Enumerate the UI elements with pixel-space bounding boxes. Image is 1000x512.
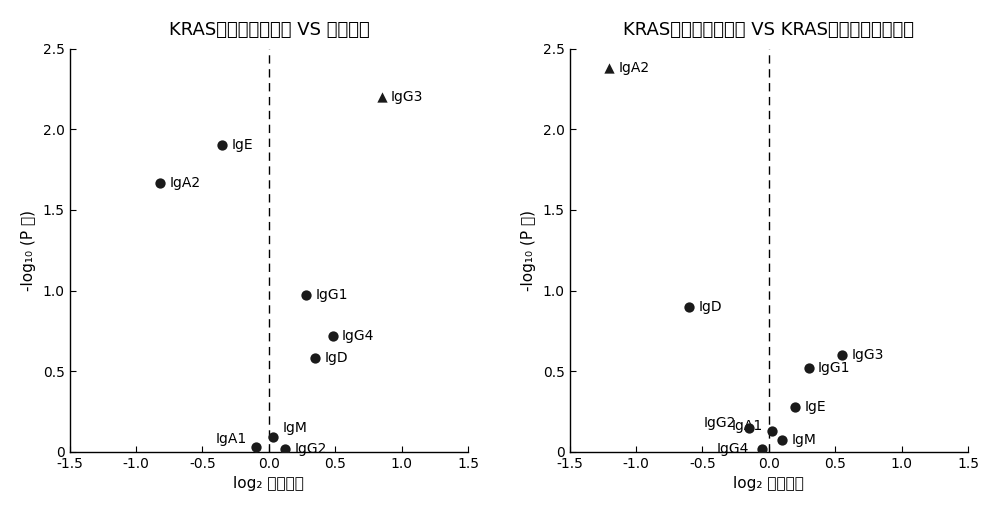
Point (325, 332, 341, 340)
Text: IgE: IgE (805, 399, 826, 414)
Text: IgG2: IgG2 (294, 441, 327, 456)
Title: KRAS突变结直肠癌组 VS KRAS野生型结直肠癌组: KRAS突变结直肠癌组 VS KRAS野生型结直肠癌组 (623, 21, 914, 39)
Point (374, 93, 390, 101)
Y-axis label: -log₁₀ (P 值): -log₁₀ (P 值) (21, 210, 36, 291)
Text: IgA2: IgA2 (619, 61, 650, 75)
Text: IgA1: IgA1 (216, 432, 247, 446)
Point (801, 364, 817, 372)
X-axis label: log₂ 倍数变化: log₂ 倍数变化 (733, 476, 804, 491)
Point (681, 303, 697, 311)
Point (741, 423, 757, 432)
Text: IgE: IgE (232, 138, 253, 153)
Text: IgG1: IgG1 (818, 361, 851, 375)
Text: IgD: IgD (325, 351, 348, 365)
Point (265, 433, 281, 441)
Text: IgD: IgD (698, 300, 722, 314)
Point (248, 443, 264, 451)
Text: IgA1: IgA1 (732, 419, 763, 433)
Text: IgG2: IgG2 (704, 416, 736, 430)
Point (764, 426, 780, 435)
Text: IgG1: IgG1 (315, 288, 348, 303)
Point (834, 351, 850, 359)
Point (298, 291, 314, 300)
Text: IgG3: IgG3 (851, 348, 884, 362)
Point (214, 141, 230, 150)
Y-axis label: -log₁₀ (P 值): -log₁₀ (P 值) (521, 210, 536, 291)
Text: IgG4: IgG4 (342, 329, 374, 343)
Title: KRAS突变结直肠癌组 VS 健康人组: KRAS突变结直肠癌组 VS 健康人组 (169, 21, 369, 39)
Point (277, 444, 293, 453)
Text: IgG3: IgG3 (391, 90, 423, 104)
Point (754, 444, 770, 453)
Point (601, 64, 617, 72)
X-axis label: log₂ 倍数变化: log₂ 倍数变化 (233, 476, 304, 491)
Text: IgM: IgM (282, 420, 307, 435)
Text: IgA2: IgA2 (169, 176, 200, 189)
Point (787, 402, 803, 411)
Point (152, 178, 168, 186)
Text: IgG4: IgG4 (717, 441, 749, 456)
Text: IgM: IgM (791, 434, 816, 447)
Point (307, 354, 323, 362)
Point (774, 436, 790, 444)
